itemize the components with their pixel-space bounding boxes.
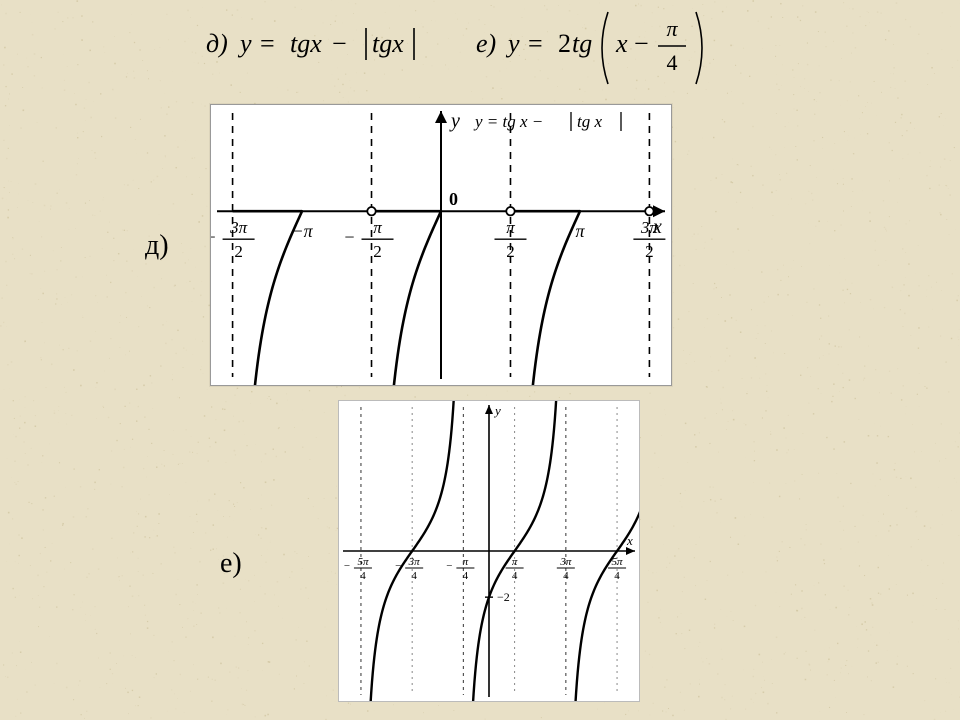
- svg-text:−: −: [211, 227, 216, 247]
- svg-text:4: 4: [512, 570, 518, 582]
- svg-text:−: −: [344, 227, 354, 247]
- svg-text:2: 2: [234, 242, 243, 261]
- formula-row: д)y = tgx − tgxе)y = 2tgx − π4: [0, 6, 960, 92]
- chart-e-svg: −2yx−5π4−3π4−π4π43π45π4: [339, 401, 639, 701]
- svg-text:y: y: [449, 110, 460, 132]
- svg-text:3π: 3π: [559, 556, 572, 568]
- svg-text:y: y: [493, 403, 501, 418]
- svg-text:=: =: [260, 29, 275, 58]
- svg-text:2: 2: [645, 242, 654, 261]
- chart-e: −2yx−5π4−3π4−π4π43π45π4: [338, 400, 640, 702]
- svg-text:2: 2: [506, 242, 515, 261]
- svg-text:π: π: [512, 556, 518, 568]
- chart-d-svg: 0yxy = tg x − tg x −3π2−π−π2π2π3π2: [211, 105, 671, 385]
- svg-text:3π: 3π: [229, 218, 248, 237]
- svg-text:д): д): [206, 29, 228, 58]
- svg-text:4: 4: [614, 570, 620, 582]
- svg-text:4: 4: [667, 50, 678, 75]
- side-label-e: е): [220, 548, 242, 580]
- svg-text:−: −: [332, 29, 347, 58]
- svg-text:π: π: [373, 218, 382, 237]
- svg-text:−: −: [634, 29, 649, 58]
- svg-text:5π: 5π: [357, 556, 369, 568]
- svg-text:tg x: tg x: [577, 112, 602, 131]
- svg-text:5π: 5π: [612, 556, 624, 568]
- svg-text:π: π: [575, 221, 585, 241]
- svg-text:2: 2: [558, 29, 571, 58]
- formula-svg: д)y = tgx − tgxе)y = 2tgx − π4: [200, 6, 760, 90]
- svg-text:π: π: [666, 16, 678, 41]
- svg-text:tgx: tgx: [290, 29, 322, 58]
- svg-text:3π: 3π: [408, 556, 421, 568]
- svg-text:−π: −π: [291, 221, 313, 241]
- svg-text:=: =: [528, 29, 543, 58]
- svg-text:π: π: [463, 556, 469, 568]
- svg-text:x: x: [615, 29, 628, 58]
- svg-text:4: 4: [411, 570, 417, 582]
- svg-text:−: −: [344, 560, 350, 572]
- svg-text:2: 2: [373, 242, 382, 261]
- svg-text:tgx: tgx: [372, 29, 404, 58]
- svg-text:−2: −2: [497, 590, 510, 604]
- svg-text:tg: tg: [572, 29, 592, 58]
- svg-text:е): е): [476, 29, 496, 58]
- svg-text:3π: 3π: [640, 218, 659, 237]
- svg-text:−: −: [395, 560, 401, 572]
- svg-text:y: y: [237, 29, 252, 58]
- svg-text:y = tg x −: y = tg x −: [473, 112, 543, 131]
- svg-text:−: −: [446, 560, 452, 572]
- chart-d: 0yxy = tg x − tg x −3π2−π−π2π2π3π2: [210, 104, 672, 386]
- side-label-d: д): [145, 230, 169, 262]
- svg-text:π: π: [506, 218, 515, 237]
- svg-text:4: 4: [463, 570, 469, 582]
- page-root: д)y = tgx − tgxе)y = 2tgx − π4 д) 0yxy =…: [0, 0, 960, 720]
- svg-text:y: y: [505, 29, 520, 58]
- svg-text:0: 0: [449, 189, 458, 209]
- svg-text:4: 4: [563, 570, 569, 582]
- svg-text:4: 4: [360, 570, 366, 582]
